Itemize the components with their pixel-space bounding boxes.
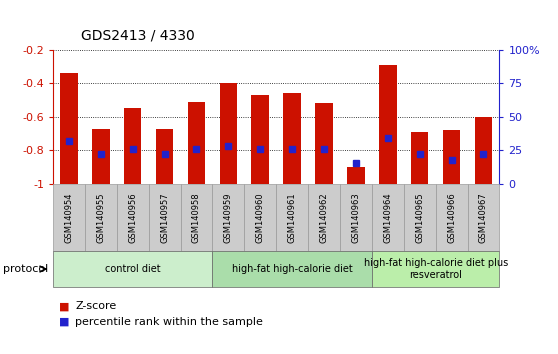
Bar xyxy=(315,103,333,184)
Text: GSM140960: GSM140960 xyxy=(256,192,264,243)
Bar xyxy=(124,108,142,184)
Text: GSM140958: GSM140958 xyxy=(192,192,201,243)
Bar xyxy=(156,129,174,184)
Text: high-fat high-calorie diet: high-fat high-calorie diet xyxy=(232,264,353,274)
Bar xyxy=(252,95,269,184)
Text: GSM140965: GSM140965 xyxy=(415,192,424,243)
Text: GSM140967: GSM140967 xyxy=(479,192,488,243)
Bar xyxy=(92,129,109,184)
Bar xyxy=(411,132,429,184)
Text: GSM140964: GSM140964 xyxy=(383,192,392,243)
Text: GSM140966: GSM140966 xyxy=(447,192,456,243)
Text: GSM140957: GSM140957 xyxy=(160,192,169,243)
Bar xyxy=(443,130,460,184)
Bar xyxy=(187,102,205,184)
Text: GDS2413 / 4330: GDS2413 / 4330 xyxy=(81,28,195,42)
Text: ■: ■ xyxy=(59,317,69,327)
Text: control diet: control diet xyxy=(105,264,161,274)
Text: GSM140956: GSM140956 xyxy=(128,192,137,243)
Bar xyxy=(475,117,492,184)
Bar xyxy=(60,73,78,184)
Text: GSM140961: GSM140961 xyxy=(288,192,297,243)
Text: protocol: protocol xyxy=(3,264,48,274)
Text: percentile rank within the sample: percentile rank within the sample xyxy=(75,317,263,327)
Text: GSM140963: GSM140963 xyxy=(352,192,360,243)
Text: GSM140959: GSM140959 xyxy=(224,193,233,243)
Text: high-fat high-calorie diet plus
resveratrol: high-fat high-calorie diet plus resverat… xyxy=(363,258,508,280)
Bar xyxy=(220,83,237,184)
Bar xyxy=(347,167,365,184)
Text: ■: ■ xyxy=(59,301,69,311)
Text: GSM140962: GSM140962 xyxy=(320,192,329,243)
Bar xyxy=(379,65,397,184)
Text: GSM140954: GSM140954 xyxy=(65,193,74,243)
Text: Z-score: Z-score xyxy=(75,301,117,311)
Text: GSM140955: GSM140955 xyxy=(97,193,105,243)
Bar xyxy=(283,93,301,184)
